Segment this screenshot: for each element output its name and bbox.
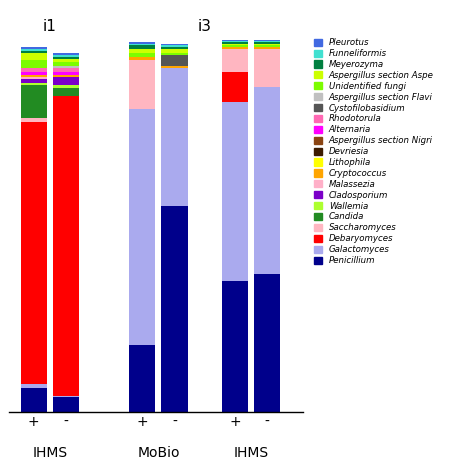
Bar — [20, 68, 47, 72]
Bar — [162, 44, 188, 46]
Bar — [20, 49, 47, 51]
Bar — [222, 40, 248, 41]
Bar — [162, 53, 188, 55]
Bar — [20, 79, 47, 83]
Bar — [222, 41, 248, 42]
Bar — [162, 207, 188, 412]
Bar — [162, 68, 188, 207]
Bar — [53, 53, 79, 55]
Bar — [53, 96, 79, 395]
Bar — [53, 395, 79, 397]
Bar — [53, 397, 79, 412]
Bar — [53, 75, 79, 77]
Bar — [254, 40, 280, 41]
Bar — [20, 384, 47, 388]
Bar — [129, 345, 155, 412]
Bar — [162, 49, 188, 53]
Bar — [222, 72, 248, 101]
Bar — [162, 55, 188, 66]
Bar — [129, 42, 155, 44]
Bar — [254, 87, 280, 274]
Bar — [20, 85, 47, 118]
Bar — [222, 42, 248, 44]
Text: MoBio: MoBio — [137, 446, 180, 460]
Bar — [129, 49, 155, 53]
Bar — [20, 53, 47, 60]
Bar — [129, 60, 155, 109]
Bar — [20, 47, 47, 49]
Legend: Pleurotus, Funneliformis, Meyerozyma, Aspergillus section Aspe, Unidentified fun: Pleurotus, Funneliformis, Meyerozyma, As… — [310, 35, 437, 268]
Bar — [20, 51, 47, 53]
Bar — [53, 85, 79, 89]
Text: i1: i1 — [43, 19, 57, 34]
Bar — [254, 274, 280, 412]
Text: IHMS: IHMS — [32, 446, 67, 460]
Bar — [254, 47, 280, 49]
Bar — [20, 77, 47, 79]
Bar — [222, 44, 248, 46]
Text: i3: i3 — [198, 19, 212, 34]
Bar — [162, 66, 188, 68]
Bar — [222, 47, 248, 49]
Bar — [129, 44, 155, 46]
Bar — [53, 58, 79, 62]
Bar — [20, 60, 47, 68]
Bar — [20, 75, 47, 77]
Bar — [20, 72, 47, 75]
Bar — [254, 49, 280, 87]
Bar — [20, 388, 47, 412]
Bar — [53, 66, 79, 68]
Bar — [20, 118, 47, 122]
Bar — [254, 44, 280, 46]
Bar — [53, 89, 79, 96]
Bar — [129, 57, 155, 60]
Bar — [20, 122, 47, 384]
Bar — [254, 42, 280, 44]
Bar — [222, 282, 248, 412]
Bar — [53, 55, 79, 56]
Bar — [53, 77, 79, 85]
Bar — [20, 83, 47, 85]
Bar — [129, 53, 155, 56]
Bar — [222, 46, 248, 47]
Bar — [222, 49, 248, 72]
Text: IHMS: IHMS — [234, 446, 269, 460]
Bar — [162, 47, 188, 49]
Bar — [53, 68, 79, 72]
Bar — [162, 46, 188, 47]
Bar — [53, 72, 79, 75]
Bar — [53, 62, 79, 66]
Bar — [53, 56, 79, 58]
Bar — [254, 46, 280, 47]
Bar — [129, 46, 155, 49]
Bar — [129, 109, 155, 345]
Bar — [222, 101, 248, 282]
Bar — [254, 41, 280, 42]
